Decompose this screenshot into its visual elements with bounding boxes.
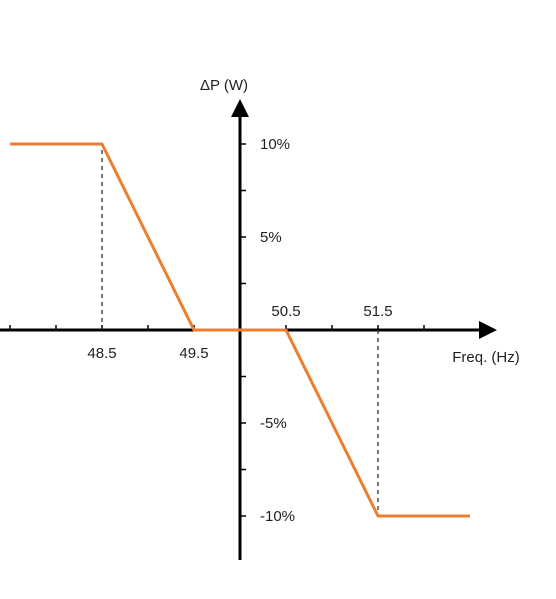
x-tick-label: 50.5 (271, 303, 300, 320)
y-tick-label: -10% (260, 508, 295, 525)
y-tick-label: 10% (260, 136, 290, 153)
reference-lines (101, 144, 379, 516)
labels-group: ΔP (W) Freq. (Hz) 48.5 49.5 50.5 51.5 10% 5% -… (87, 77, 519, 525)
y-tick-label: 5% (260, 229, 282, 246)
x-axis-label: Freq. (Hz) (452, 349, 520, 366)
axes (0, 99, 497, 560)
x-tick-label: 49.5 (179, 345, 208, 362)
y-axis-label: ΔP (W) (200, 77, 248, 94)
series-group (10, 142, 470, 518)
droop-curve-line (10, 142, 470, 518)
x-tick-label: 48.5 (87, 345, 116, 362)
x-tick-label: 51.5 (363, 303, 392, 320)
y-tick-label: -5% (260, 415, 287, 432)
